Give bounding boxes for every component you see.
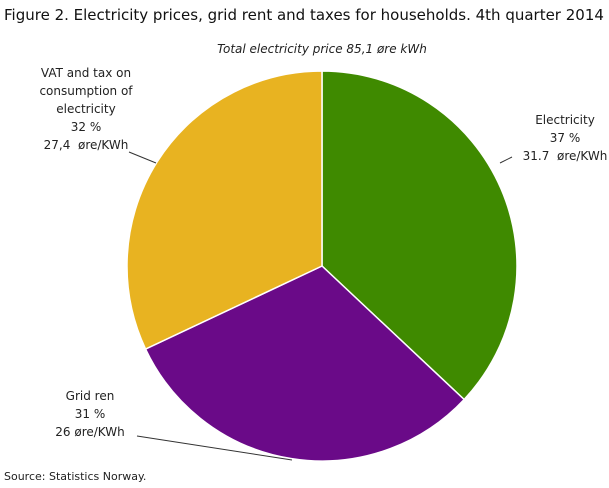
- percent-label: 37 %: [549, 131, 581, 145]
- category-label: Grid ren: [65, 389, 115, 403]
- amount-label: 31.7 øre/KWh: [522, 149, 608, 163]
- pie-slice: [321, 70, 518, 401]
- leader-line: [136, 435, 293, 461]
- slice-label: VAT and tax on consumption of electricit…: [16, 64, 156, 154]
- category-label: VAT and tax on consumption of electricit…: [39, 66, 133, 116]
- chart-subtitle: Total electricity price 85,1 øre kWh: [217, 42, 427, 56]
- leader-line: [499, 156, 513, 164]
- category-label: Electricity: [535, 113, 595, 127]
- amount-label: 26 øre/KWh: [55, 425, 125, 439]
- percent-label: 31 %: [74, 407, 106, 421]
- leader-line: [128, 151, 157, 164]
- slice-label: Grid ren 31 % 26 øre/KWh: [30, 387, 150, 441]
- source-note: Source: Statistics Norway.: [4, 470, 147, 483]
- percent-label: 32 %: [70, 120, 102, 134]
- pie-slice: [144, 265, 466, 462]
- amount-label: 27,4 øre/KWh: [43, 138, 129, 152]
- chart-title: Figure 2. Electricity prices, grid rent …: [4, 6, 604, 24]
- pie-slice: [126, 70, 323, 351]
- slice-label: Electricity 37 % 31.7 øre/KWh: [505, 111, 609, 165]
